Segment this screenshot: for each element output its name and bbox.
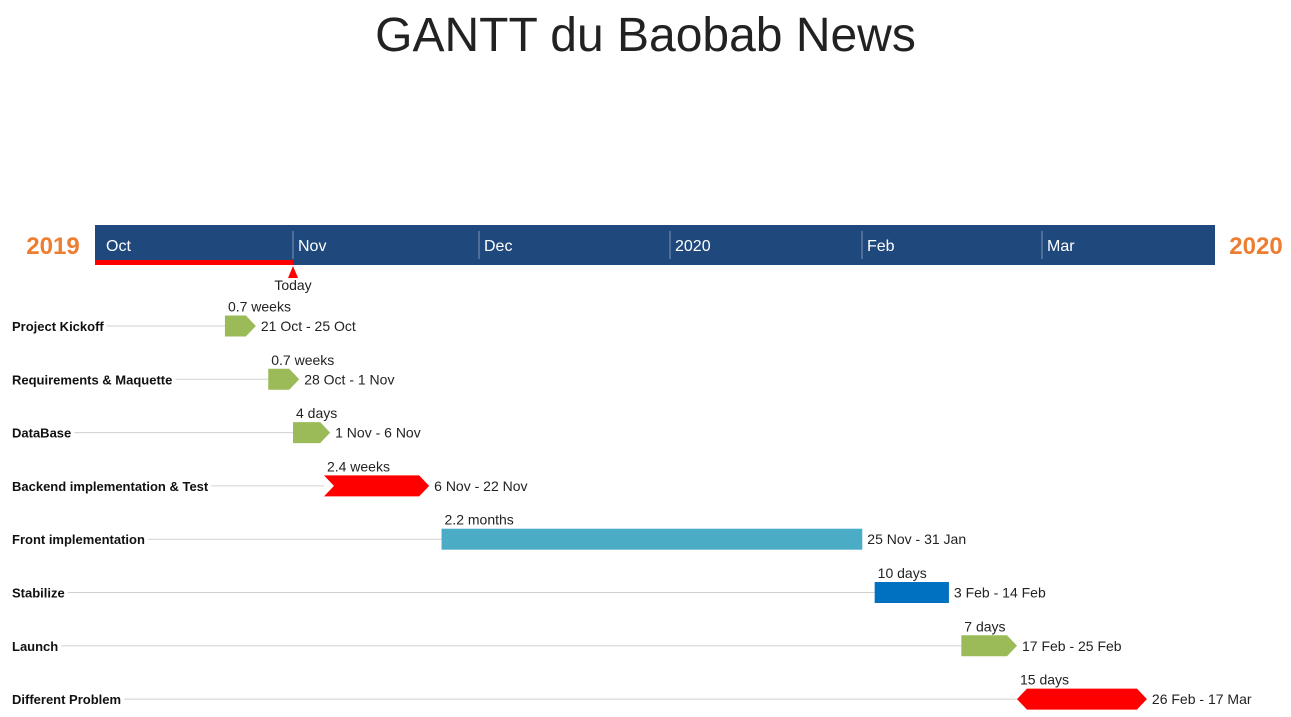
task-date-label: 6 Nov - 22 Nov — [434, 478, 527, 494]
task-duration-label: 0.7 weeks — [228, 299, 291, 315]
task-duration-label: 10 days — [878, 565, 927, 581]
today-label: Today — [274, 277, 311, 293]
task-name: Stabilize — [12, 586, 65, 601]
task-name: Different Problem — [12, 692, 121, 707]
task-duration-label: 4 days — [296, 405, 337, 421]
task-name: DataBase — [12, 426, 71, 441]
timeline-label: Nov — [298, 238, 326, 255]
today-marker-icon — [288, 266, 299, 278]
task-date-label: 3 Feb - 14 Feb — [954, 585, 1046, 601]
today-progress-bar — [95, 260, 294, 265]
task-date-label: 25 Nov - 31 Jan — [867, 531, 966, 547]
task-date-label: 28 Oct - 1 Nov — [304, 371, 394, 387]
task-name: Front implementation — [12, 532, 145, 547]
task-bar — [268, 368, 300, 390]
start-year-label: 2019 — [26, 233, 79, 260]
task-duration-label: 7 days — [964, 618, 1005, 634]
task-bar — [224, 315, 256, 337]
task-bar — [293, 422, 331, 444]
task-name: Project Kickoff — [12, 319, 104, 334]
task-duration-label: 2.4 weeks — [327, 458, 390, 474]
chart-title: GANTT du Baobab News — [375, 9, 916, 62]
task-name: Launch — [12, 639, 58, 654]
timeline-label: Dec — [484, 238, 512, 255]
timeline-label: Mar — [1047, 238, 1075, 255]
task-date-label: 1 Nov - 6 Nov — [335, 425, 421, 441]
end-year-label: 2020 — [1229, 233, 1282, 260]
timeline-band — [95, 225, 1215, 265]
timeline-label: Feb — [867, 238, 895, 255]
task-date-label: 21 Oct - 25 Oct — [261, 318, 356, 334]
task-name: Requirements & Maquette — [12, 372, 172, 387]
task-bar — [441, 528, 863, 550]
timeline-label: 2020 — [675, 238, 711, 255]
task-duration-label: 0.7 weeks — [271, 352, 334, 368]
task-duration-label: 2.2 months — [445, 512, 514, 528]
task-bar — [874, 582, 949, 603]
task-date-label: 26 Feb - 17 Mar — [1152, 691, 1252, 707]
timeline-label: Oct — [106, 238, 131, 255]
task-bar — [1016, 688, 1147, 710]
task-duration-label: 15 days — [1020, 672, 1069, 688]
task-name: Backend implementation & Test — [12, 479, 209, 494]
task-date-label: 17 Feb - 25 Feb — [1022, 638, 1122, 654]
task-bar — [323, 475, 430, 497]
task-bar — [961, 635, 1017, 657]
